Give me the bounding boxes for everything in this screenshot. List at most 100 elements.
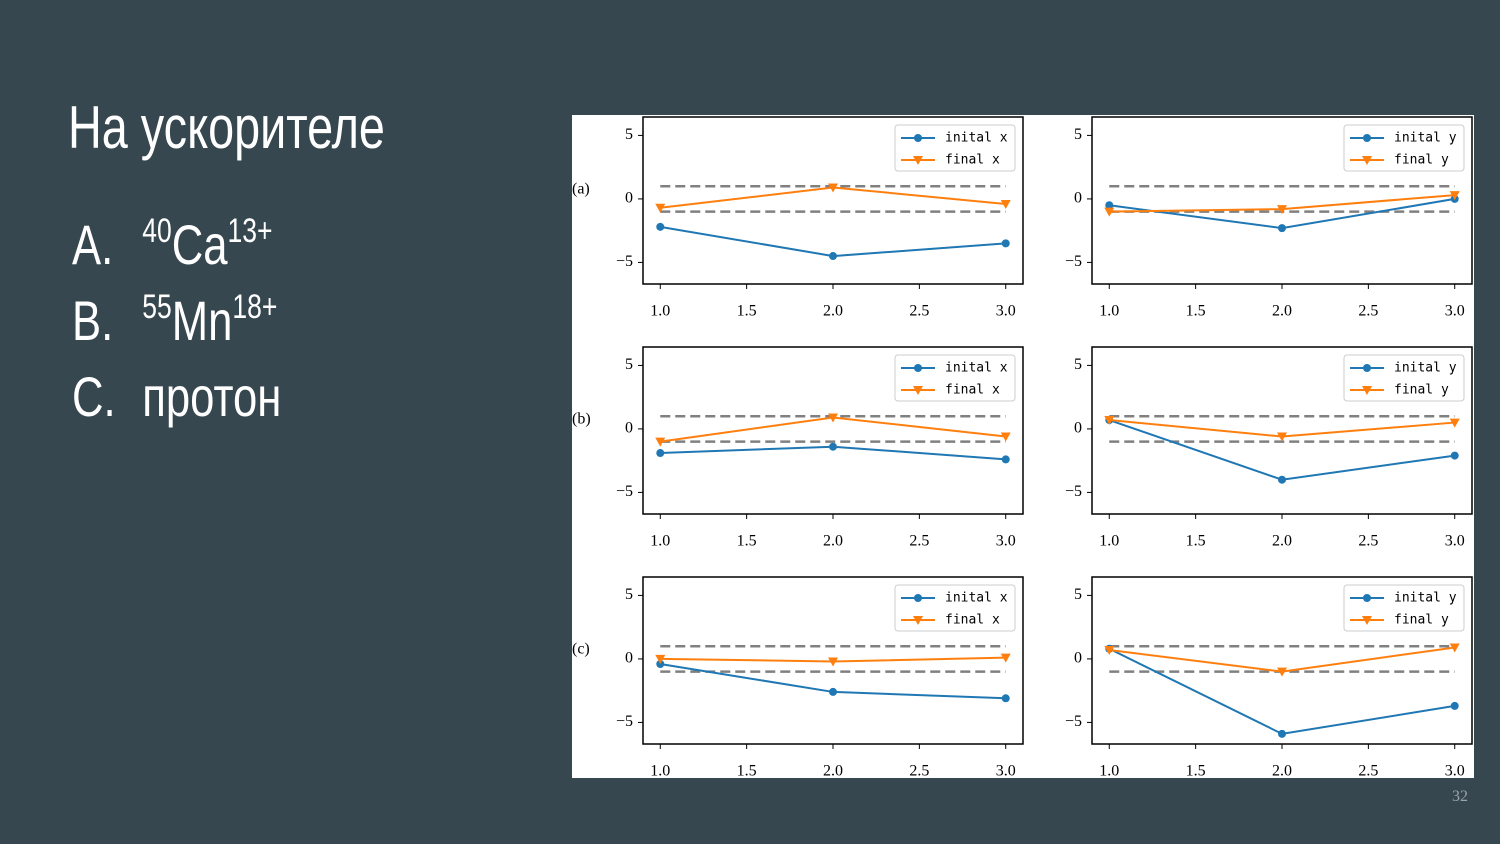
legend-marker [913, 386, 923, 395]
y-tick-label: 5 [1074, 126, 1082, 143]
point [828, 413, 838, 423]
item: B. 55Mn18+ [72, 288, 277, 352]
point [1105, 201, 1114, 210]
point [655, 203, 666, 213]
y-tick-label: 5 [625, 586, 633, 603]
y-tick-label: 5 [1074, 586, 1082, 603]
y-tick-label: 0 [1074, 420, 1082, 437]
item-text: протон [142, 366, 281, 428]
symbol: протон [142, 366, 281, 428]
y-tick-label: −5 [1065, 483, 1082, 500]
item-text: 40Ca13+ [142, 212, 272, 276]
axes-frame [642, 116, 1024, 285]
axes-frame [1091, 576, 1473, 745]
x-tick-label: 2.0 [823, 763, 843, 780]
subplot: −5 0 5 1.0 1.5 2.0 2.5 3.0 inital x final x (a) [572, 116, 1024, 320]
x-tick-label: 1.0 [650, 533, 670, 550]
x-tick-label: 1.0 [1099, 763, 1119, 780]
x-tick-label: 1.5 [737, 533, 757, 550]
symbol: Ca [172, 214, 228, 276]
legend-label: inital y [1394, 361, 1457, 376]
x-tick-label: 1.0 [1099, 303, 1119, 320]
point [1000, 653, 1011, 663]
legend-label: final y [1394, 153, 1449, 168]
point [1278, 729, 1286, 738]
panel-label: (c) [572, 641, 590, 658]
point [1000, 432, 1011, 442]
point [1449, 191, 1460, 201]
point [1277, 205, 1287, 215]
y-tick-label: −5 [1065, 253, 1082, 270]
legend-marker [1363, 364, 1371, 372]
axes-frame [642, 576, 1024, 745]
legend-label: final x [945, 383, 1000, 398]
point [1104, 207, 1115, 217]
subplot: −5 0 5 1.0 1.5 2.0 2.5 3.0 inital x final x (c) [572, 576, 1024, 780]
x-tick-label: 2.0 [1272, 763, 1292, 780]
x-tick-label: 1.5 [1186, 763, 1206, 780]
legend-marker [1363, 594, 1371, 602]
point [1278, 224, 1286, 233]
x-tick-label: 2.5 [1358, 303, 1378, 320]
y-tick-label: 5 [1074, 356, 1082, 373]
x-tick-label: 2.5 [1358, 533, 1378, 550]
legend-marker [914, 594, 922, 602]
point [829, 442, 837, 451]
y-tick-label: 5 [625, 356, 633, 373]
legend-label: final x [945, 613, 1000, 628]
item-text: 55Mn18+ [142, 288, 277, 352]
legend-marker [913, 156, 923, 165]
panel-label: (b) [572, 411, 591, 428]
point [828, 183, 838, 193]
x-tick-label: 1.0 [1099, 533, 1119, 550]
legend-marker [913, 616, 923, 625]
axes-frame [1091, 116, 1473, 285]
point [829, 687, 837, 696]
point [1449, 643, 1460, 653]
x-tick-label: 2.0 [823, 533, 843, 550]
x-tick-label: 1.5 [737, 763, 757, 780]
subplot: −5 0 5 1.0 1.5 2.0 2.5 3.0 inital y final y [1065, 346, 1473, 550]
item: C. протон [72, 366, 281, 428]
x-tick-label: 2.5 [1358, 763, 1378, 780]
legend-label: final y [1394, 383, 1449, 398]
mass-number: 40 [142, 212, 172, 250]
axes-frame [642, 346, 1024, 515]
y-tick-label: −5 [616, 253, 633, 270]
x-tick-label: 1.5 [1186, 303, 1206, 320]
x-tick-label: 3.0 [1445, 303, 1465, 320]
legend-label: final x [945, 153, 1000, 168]
y-tick-label: 0 [625, 650, 633, 667]
point [656, 659, 665, 668]
charge: 13+ [228, 212, 273, 250]
figure: −5 0 5 1.0 1.5 2.0 2.5 3.0 inital x final x (a) −5 0… [572, 115, 1474, 780]
y-tick-label: 0 [1074, 650, 1082, 667]
y-tick-label: −5 [616, 483, 633, 500]
legend-label: inital y [1394, 591, 1457, 606]
y-tick-label: 5 [625, 126, 633, 143]
legend-label: inital y [1394, 131, 1457, 146]
item-label: B. [72, 290, 113, 352]
item: A. 40Ca13+ [72, 212, 273, 276]
point [1104, 416, 1115, 426]
item-label: A. [72, 214, 113, 276]
point [1104, 646, 1115, 656]
x-tick-label: 3.0 [996, 303, 1016, 320]
x-tick-label: 1.0 [650, 763, 670, 780]
point [1001, 239, 1010, 248]
point [1001, 694, 1010, 703]
x-tick-label: 3.0 [996, 533, 1016, 550]
subplot: −5 0 5 1.0 1.5 2.0 2.5 3.0 inital y final y [1065, 576, 1473, 780]
y-tick-label: 0 [625, 190, 633, 207]
y-tick-label: 0 [1074, 190, 1082, 207]
point [1277, 432, 1287, 442]
legend-marker [1362, 156, 1372, 165]
point [829, 252, 837, 261]
item-list: A. 40Ca13+ B. 55Mn18+ C. протон [72, 212, 281, 428]
legend-marker [914, 134, 922, 142]
legend-label: inital x [945, 591, 1008, 606]
point [1450, 701, 1459, 710]
x-tick-label: 1.5 [1186, 533, 1206, 550]
